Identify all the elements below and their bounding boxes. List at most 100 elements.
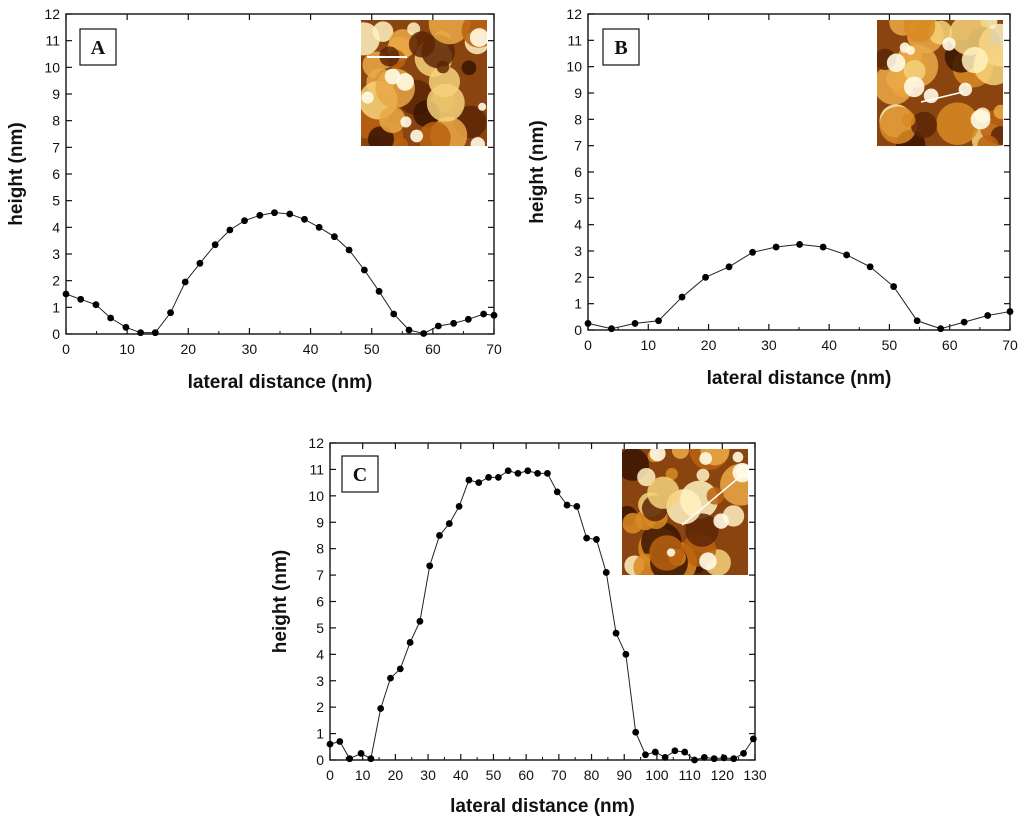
y-tick-label: 8 — [52, 113, 60, 129]
x-tick-label: 50 — [486, 767, 502, 783]
data-point — [772, 243, 780, 251]
data-point — [92, 301, 100, 309]
data-point — [937, 325, 945, 333]
afm-grain — [428, 20, 471, 45]
y-tick-label: 6 — [316, 594, 324, 610]
data-point — [331, 233, 338, 241]
y-tick-label: 11 — [567, 32, 582, 48]
afm-grain — [903, 60, 926, 82]
afm-grain — [685, 513, 719, 547]
data-point — [416, 617, 424, 625]
x-tick-label: 70 — [486, 341, 502, 357]
x-tick-label: 130 — [743, 767, 767, 783]
afm-bright-grain — [958, 82, 973, 97]
panel-label-box — [79, 28, 117, 66]
panel-label-box — [341, 455, 379, 493]
data-point — [1006, 308, 1014, 315]
afm-bright-grain — [410, 129, 424, 143]
afm-grain — [394, 137, 408, 146]
afm-bright-grain — [666, 548, 676, 557]
afm-grain — [408, 31, 436, 58]
afm-grain — [665, 467, 678, 481]
afm-bright-grain — [732, 463, 748, 483]
data-point — [593, 536, 600, 543]
data-point — [725, 263, 733, 271]
data-point — [420, 330, 428, 337]
y-axis-title: height (nm) — [527, 120, 548, 223]
y-tick-label: 9 — [316, 514, 324, 530]
data-point — [514, 469, 522, 477]
data-point — [913, 317, 921, 325]
x-tick-label: 70 — [551, 767, 567, 783]
afm-bright-grain — [906, 46, 916, 55]
data-point — [122, 323, 130, 331]
data-point — [357, 749, 365, 757]
afm-inset-image — [877, 20, 1003, 146]
afm-bright-grain — [713, 513, 729, 529]
afm-inset-image — [361, 20, 487, 146]
data-point — [655, 317, 662, 325]
y-axis-title: height (nm) — [6, 122, 27, 225]
afm-grain — [647, 476, 680, 509]
y-tick-label: 0 — [574, 322, 582, 338]
y-tick-label: 1 — [52, 299, 60, 315]
data-point — [866, 263, 874, 271]
data-point — [326, 740, 334, 748]
data-point — [445, 520, 453, 527]
data-point — [573, 503, 581, 510]
x-tick-label: 20 — [180, 341, 196, 357]
series-line — [65, 212, 495, 334]
data-point — [226, 226, 234, 234]
x-axis-title: lateral distance (nm) — [707, 368, 892, 389]
afm-bright-grain — [699, 452, 713, 465]
afm-bright-grain — [903, 76, 925, 98]
afm-grain — [461, 60, 477, 76]
data-point — [584, 320, 592, 327]
data-point — [534, 469, 541, 477]
x-tick-label: 50 — [364, 341, 380, 357]
panel-label: A — [91, 37, 106, 59]
y-tick-label: 5 — [574, 190, 582, 206]
data-point — [390, 310, 398, 318]
y-tick-label: 4 — [574, 217, 582, 233]
data-point — [632, 728, 640, 736]
data-point — [631, 320, 639, 327]
y-tick-label: 9 — [574, 85, 582, 101]
y-tick-label: 1 — [574, 296, 582, 312]
data-point — [256, 211, 264, 219]
data-point — [286, 210, 294, 218]
x-tick-label: 60 — [942, 337, 958, 353]
y-tick-label: 10 — [44, 59, 60, 75]
x-tick-label: 80 — [584, 767, 600, 783]
x-tick-label: 60 — [425, 341, 441, 357]
data-point — [583, 534, 591, 542]
data-point — [346, 755, 354, 763]
y-axis-title: height (nm) — [270, 550, 291, 653]
x-tick-label: 40 — [453, 767, 469, 783]
afm-bright-grain — [361, 91, 374, 104]
y-tick-label: 9 — [52, 86, 60, 102]
x-tick-label: 10 — [355, 767, 371, 783]
data-point — [436, 532, 443, 539]
data-point — [360, 266, 368, 274]
x-tick-label: 90 — [616, 767, 632, 783]
afm-grain — [903, 20, 936, 43]
y-tick-label: 6 — [52, 166, 60, 182]
x-tick-label: 10 — [119, 341, 135, 357]
x-tick-label: 30 — [420, 767, 436, 783]
x-tick-label: 60 — [518, 767, 534, 783]
data-point — [137, 329, 144, 337]
afm-inset-image — [622, 449, 748, 575]
afm-grain — [910, 111, 938, 138]
data-point — [77, 295, 85, 303]
y-tick-label: 2 — [574, 269, 582, 285]
afm-grain — [993, 104, 1003, 120]
y-tick-label: 11 — [45, 33, 60, 49]
y-tick-label: 2 — [316, 699, 324, 715]
y-tick-label: 1 — [316, 726, 324, 742]
x-axis-title: lateral distance (nm) — [188, 372, 373, 393]
data-point — [651, 748, 659, 756]
y-tick-label: 12 — [44, 6, 60, 22]
data-point — [740, 749, 747, 757]
scan-line — [681, 474, 743, 526]
